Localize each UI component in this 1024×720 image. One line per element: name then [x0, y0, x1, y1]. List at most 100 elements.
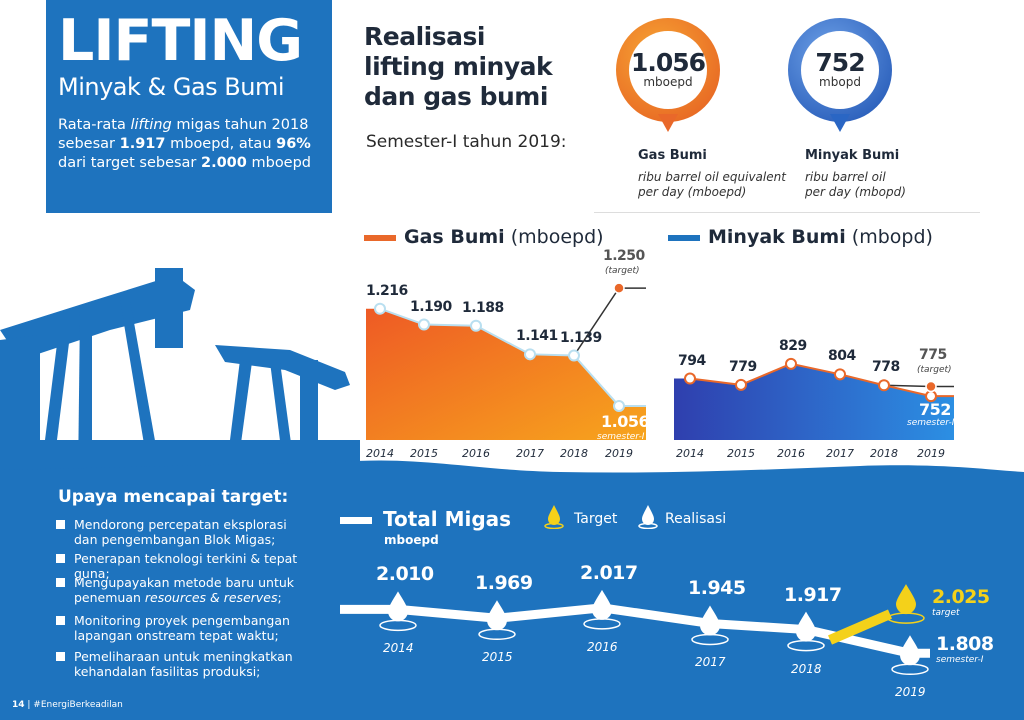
main-subtitle: Minyak & Gas Bumi: [58, 73, 285, 101]
gas-chart-data-label: 1.190: [410, 298, 452, 315]
list-item: Mengupayakan metode baru untuk penemuan r…: [56, 575, 316, 605]
gas-chart-target-note: (target): [605, 266, 640, 277]
oil-chart-point: [684, 372, 696, 385]
total-migas-year-tick: 2014: [383, 641, 414, 656]
oil-chart-data-label: 804: [828, 348, 856, 365]
total-migas-year-tick: 2019: [895, 685, 926, 700]
oil-chart-actual-label: 752: [919, 400, 951, 420]
legend-target: Target: [574, 511, 618, 527]
blue-wave-background: [0, 460, 1024, 720]
oil-chart-point: [785, 357, 797, 370]
main-title: LIFTING: [58, 8, 303, 74]
oil-chart-year-tick: 2015: [727, 447, 755, 460]
oil-unit: mbopd: [819, 75, 861, 89]
total-migas-actual-note: semester-I: [936, 655, 984, 666]
oil-label: Minyak Bumi: [805, 148, 900, 163]
total-migas-drop-icon: [487, 600, 507, 631]
total-migas-drop-icon-ripple: [891, 663, 929, 676]
gas-chart-area: [366, 308, 646, 440]
oil-chart-data-label: 794: [678, 352, 706, 369]
gas-chart-point: [470, 319, 482, 332]
oil-value: 752: [815, 48, 865, 77]
gas-chart-target-point: [613, 282, 625, 294]
oil-chart-target-line: [883, 384, 954, 388]
gas-chart-legend: Gas Bumi (mboepd): [364, 226, 604, 248]
total-migas-drop-icon: [796, 611, 816, 642]
oil-chart-year-tick: 2018: [870, 447, 898, 460]
gas-chart-year-tick: 2017: [516, 447, 544, 460]
total-migas-year-tick: 2017: [695, 655, 726, 670]
gas-desc: ribu barrel oil equivalent per day (mboep…: [638, 170, 786, 199]
total-migas-drop-icon: [700, 605, 720, 636]
gas-chart-data-label: 1.188: [462, 299, 504, 316]
total-migas-legend-bar: [340, 517, 372, 524]
gas-chart-point: [568, 349, 580, 362]
total-migas-line: [340, 603, 930, 658]
list-item: Mendorong percepatan eksplorasi dan penge…: [56, 517, 316, 547]
gas-chart-year-tick: 2014: [366, 447, 394, 460]
gas-location-pin-icon: 1.056 mboepd: [616, 18, 720, 132]
title-box: LIFTING Minyak & Gas Bumi Rata-rata lift…: [46, 0, 332, 213]
divider: [594, 212, 980, 213]
total-migas-data-label: 2.017: [580, 561, 638, 584]
gas-chart-target-label: 1.250: [603, 248, 645, 265]
oil-chart-point: [735, 378, 747, 391]
total-migas-target-note: target: [932, 608, 960, 619]
total-migas-drop-icon-ripple: [379, 619, 417, 632]
gas-label: Gas Bumi: [638, 148, 707, 163]
oil-chart-actual-note: semester-I: [907, 418, 955, 429]
oil-chart-point: [878, 379, 890, 392]
total-migas-year-tick: 2015: [482, 650, 513, 665]
oil-chart-year-tick: 2017: [826, 447, 854, 460]
gas-chart-data-label: 1.216: [366, 282, 408, 299]
oil-chart-area: [674, 363, 954, 440]
gas-chart-actual-note: semester-I: [597, 431, 645, 442]
total-migas-drop-icon: [388, 591, 408, 622]
total-migas-data-label: 1.969: [475, 572, 533, 595]
total-migas-drop-icon: [592, 589, 612, 620]
total-migas-data-label: 2.010: [376, 563, 434, 586]
gas-chart-year-tick: 2019: [605, 447, 633, 460]
total-migas-actual-label: 1.808: [936, 633, 994, 656]
gas-chart-actual-label: 1.056: [601, 411, 650, 431]
gas-chart-year-tick: 2015: [410, 447, 438, 460]
total-migas-target-label: 2.025: [932, 586, 990, 609]
total-migas-unit: mboepd: [384, 533, 439, 547]
oil-chart-year-tick: 2016: [777, 447, 805, 460]
total-migas-target-drop-icon: [896, 584, 916, 615]
gas-chart-point: [374, 302, 386, 315]
gas-chart-point: [418, 318, 430, 331]
total-migas-data-label: 1.917: [784, 583, 842, 606]
footer: 14 | #EnergiBerkeadilan: [12, 700, 123, 710]
total-migas-drop-icon-ripple: [478, 628, 516, 641]
total-migas-drop-icon: [900, 635, 920, 666]
total-migas-drop-icon-ripple: [691, 633, 729, 646]
oil-chart-target-point: [925, 380, 937, 393]
gas-chart-point: [613, 399, 625, 412]
total-migas-data-label: 1.945: [688, 577, 746, 600]
gas-unit: mboepd: [643, 75, 693, 89]
oil-location-pin-icon: 752 mbopd: [788, 18, 892, 132]
upaya-title: Upaya mencapai target:: [58, 487, 289, 507]
oil-chart-point: [834, 368, 846, 381]
gas-chart-year-tick: 2018: [560, 447, 588, 460]
legend-realisasi: Realisasi: [665, 511, 727, 527]
total-migas-drop-icon-ripple: [583, 618, 621, 630]
title-description: Rata-rata lifting migas tahun 2018 sebes…: [58, 117, 312, 171]
oil-chart-data-label: 829: [779, 337, 807, 354]
total-migas-target-line: [828, 609, 892, 645]
section-subheading: Semester-I tahun 2019:: [366, 132, 567, 152]
oil-chart-year-tick: 2019: [917, 447, 945, 460]
gas-chart-data-label: 1.141: [516, 328, 558, 345]
gas-value: 1.056: [630, 48, 706, 77]
gas-chart-data-label: 1.139: [560, 329, 602, 346]
oil-chart-legend: Minyak Bumi (mbopd): [668, 226, 933, 248]
total-migas-title: Total Migas: [383, 507, 512, 531]
section-heading: Realisasi lifting minyak dan gas bumi: [364, 22, 553, 111]
list-item: Pemeliharaan untuk meningkatkan kehandala…: [56, 649, 316, 679]
oil-chart-year-tick: 2014: [676, 447, 704, 460]
list-item: Monitoring proyek pengembangan lapangan o…: [56, 613, 316, 643]
list-item: Penerapan teknologi terkini & tepat guna…: [56, 551, 316, 581]
total-migas-year-tick: 2016: [587, 639, 618, 654]
